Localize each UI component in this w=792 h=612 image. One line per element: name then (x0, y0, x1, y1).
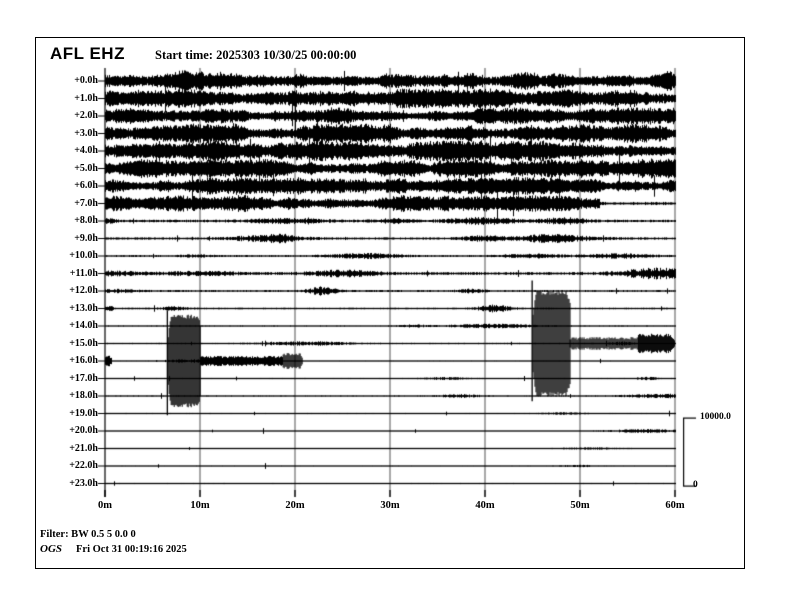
y-axis-label: +19.0h (69, 407, 98, 419)
y-axis-label: +21.0h (69, 442, 98, 454)
y-axis-label: +12.0h (69, 285, 98, 296)
x-axis-label: 0m (98, 500, 112, 511)
y-axis-label: +15.0h (69, 337, 98, 349)
y-axis-label: +5.0h (74, 162, 98, 174)
x-axis-label: 10m (190, 500, 210, 511)
y-axis-label: +3.0h (74, 127, 98, 139)
y-axis-label: +10.0h (69, 250, 98, 261)
y-axis-label: +18.0h (69, 390, 98, 401)
y-axis-label: +17.0h (69, 372, 98, 384)
y-axis-label: +22.0h (69, 460, 98, 471)
x-axis-label: 20m (285, 500, 305, 511)
y-axis-label: +6.0h (74, 180, 98, 191)
y-axis-label: +13.0h (69, 302, 98, 314)
y-axis-label: +14.0h (69, 320, 98, 331)
y-axis-label: +1.0h (74, 92, 98, 104)
y-axis-label: +4.0h (74, 145, 98, 156)
y-axis-label: +2.0h (74, 110, 98, 121)
start-time-label: Start time: 2025303 10/30/25 00:00:00 (155, 48, 357, 62)
filter-info: Filter: BW 0.5 5 0.0 0 (40, 529, 136, 540)
x-axis-label: 50m (570, 500, 590, 511)
y-axis-label: +20.0h (69, 425, 98, 436)
render-timestamp: Fri Oct 31 00:19:16 2025 (76, 544, 187, 555)
y-axis-label: +23.0h (69, 477, 98, 489)
y-axis-label: +0.0h (74, 75, 98, 86)
scale-bar-max-label: 10000.0 (700, 412, 731, 422)
scale-bar-min-label: 0 (693, 480, 698, 490)
station-title: AFL EHZ (50, 44, 125, 63)
y-axis-label: +16.0h (69, 355, 98, 366)
y-axis-label: +8.0h (74, 215, 98, 226)
x-axis-label: 30m (380, 500, 400, 511)
x-axis-label: 40m (475, 500, 495, 511)
y-axis-label: +7.0h (74, 197, 98, 209)
agency-logo-text: OGS (40, 543, 63, 555)
y-axis-label: +11.0h (69, 267, 98, 279)
y-axis-label: +9.0h (74, 232, 98, 244)
x-axis-label: 60m (665, 500, 685, 511)
